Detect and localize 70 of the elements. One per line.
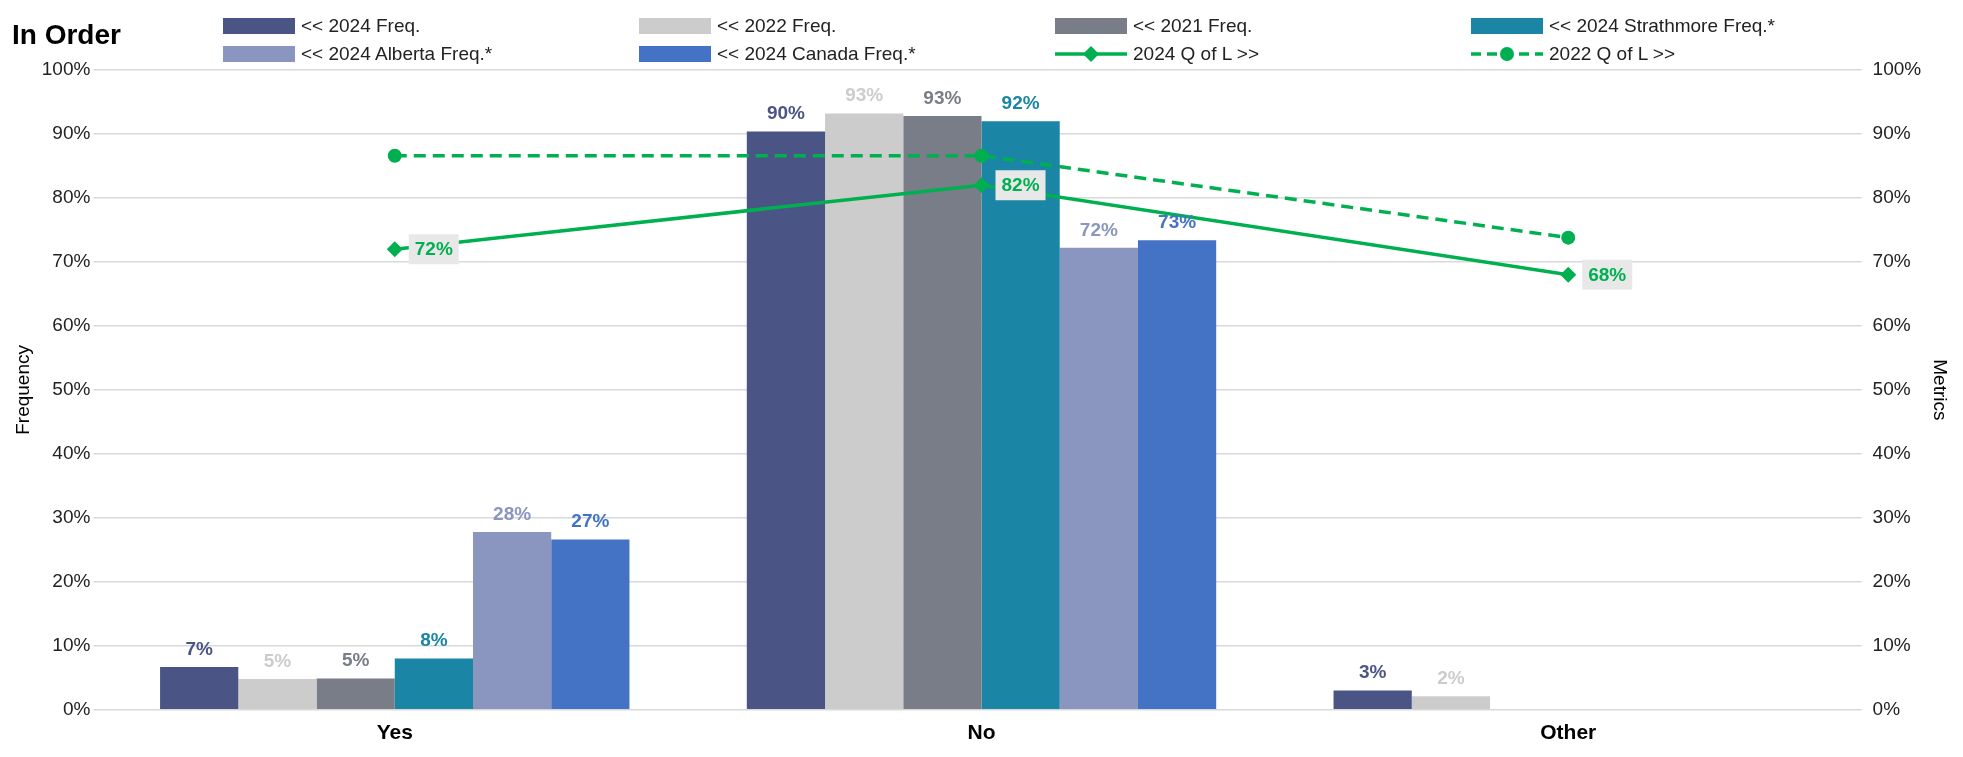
bar [1411, 696, 1491, 710]
data-label: 7% [185, 637, 214, 659]
y2-tick-label: 70% [1872, 250, 1911, 272]
data-label: 8% [420, 629, 448, 651]
point [386, 241, 403, 258]
point [387, 148, 402, 163]
y-tick-label: 40% [52, 442, 91, 464]
point [1561, 230, 1576, 245]
y2-tick-label: 10% [1872, 634, 1911, 656]
bar [394, 658, 473, 710]
chart-title: In Order [12, 18, 122, 50]
bar [1059, 247, 1138, 710]
legend-label: << 2022 Freq. [717, 15, 837, 37]
y-tick-label: 80% [52, 186, 91, 208]
y-tick-label: 100% [41, 58, 91, 80]
bar [825, 113, 904, 710]
y-tick-label: 0% [62, 698, 91, 720]
y-tick-label: 20% [52, 570, 91, 592]
legend-label: << 2024 Alberta Freq.* [301, 43, 493, 65]
y2-tick-label: 50% [1872, 378, 1911, 400]
y-tick-label: 10% [52, 634, 91, 656]
legend-label: << 2024 Canada Freq.* [717, 43, 916, 65]
y2-tick-label: 30% [1872, 506, 1911, 528]
y2-tick-label: 60% [1872, 314, 1911, 336]
y-tick-label: 50% [52, 378, 91, 400]
data-label: 3% [1358, 661, 1387, 683]
y2-tick-label: 40% [1872, 442, 1911, 464]
legend-label: << 2021 Freq. [1133, 15, 1253, 37]
y-axis-title: Frequency [11, 344, 33, 435]
bar [551, 539, 630, 710]
y-tick-label: 70% [52, 250, 91, 272]
bar [238, 679, 317, 710]
bar [903, 116, 982, 710]
y2-tick-label: 100% [1872, 58, 1922, 80]
bar [1137, 240, 1217, 710]
y-tick-label: 90% [52, 122, 91, 144]
data-label: 72% [414, 238, 453, 260]
data-label: 72% [1079, 218, 1118, 240]
bar [473, 531, 552, 710]
bar [981, 121, 1060, 710]
data-label: 5% [341, 649, 370, 671]
legend-label: << 2024 Strathmore Freq.* [1549, 15, 1776, 37]
x-tick-label: Yes [376, 720, 413, 744]
point [974, 148, 989, 163]
y2-tick-label: 0% [1872, 698, 1901, 720]
point [973, 177, 990, 194]
bar [746, 131, 826, 710]
data-label: 28% [493, 502, 532, 524]
y2-tick-label: 80% [1872, 186, 1911, 208]
point [1560, 266, 1577, 283]
y2-tick-label: 20% [1872, 570, 1911, 592]
data-label: 68% [1588, 263, 1627, 285]
bar [316, 678, 395, 710]
y-tick-label: 60% [52, 314, 91, 336]
bar [160, 666, 239, 710]
y2-axis-title: Metrics [1930, 359, 1952, 421]
data-label: 92% [1001, 91, 1040, 113]
data-label: 90% [766, 102, 806, 124]
legend-label: 2022 Q of L >> [1549, 43, 1676, 65]
legend-label: << 2024 Freq. [301, 15, 421, 37]
data-label: 73% [1158, 210, 1197, 232]
y-tick-label: 30% [52, 506, 91, 528]
data-label: 82% [1001, 174, 1040, 196]
y2-tick-label: 90% [1872, 122, 1911, 144]
data-label: 93% [923, 86, 962, 108]
x-tick-label: No [967, 720, 996, 744]
x-tick-label: Other [1540, 720, 1597, 744]
bar [1333, 690, 1412, 710]
legend-label: 2024 Q of L >> [1133, 43, 1260, 65]
data-label: 27% [571, 510, 610, 532]
